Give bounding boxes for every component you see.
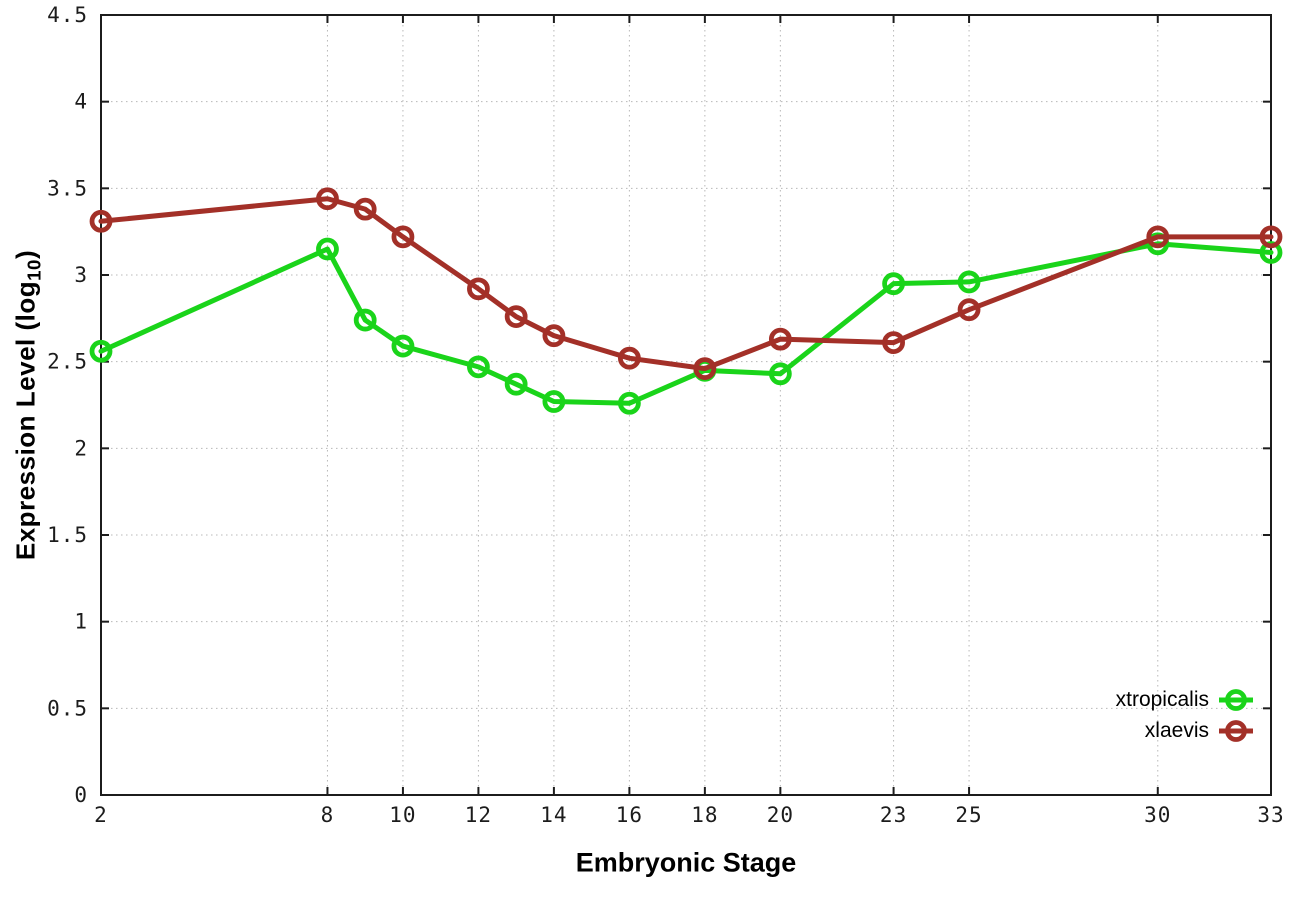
x-tick-label: 10 [389,803,416,827]
data-point-marker-xtropicalis [467,355,490,379]
x-tick-label: 23 [880,803,907,827]
y-tick-labels: 0 0.5 1 1.5 2 2.5 3 3.5 4 4.5 [47,3,88,807]
y-tick-label: 4.5 [47,3,88,27]
x-tick-labels: 2 8 10 12 14 16 18 20 23 25 30 33 [94,803,1284,827]
series-xtropicalis [89,232,1283,415]
legend-marker-xtropicalis [1219,688,1253,711]
y-tick-label: 0.5 [47,696,88,720]
data-point-marker-xtropicalis [89,339,113,363]
x-tick-label: 18 [691,803,718,827]
data-point-marker-xtropicalis [1259,241,1283,264]
data-point-marker-xlaevis [957,298,981,322]
x-tick-label: 20 [767,803,794,827]
y-tick-label: 1 [74,610,88,634]
data-point-marker-xtropicalis [353,308,377,332]
y-tick-label: 3 [74,263,88,287]
x-axis-title: Embryonic Stage [575,847,797,878]
legend-label-xlaevis: xlaevis [1144,719,1209,742]
data-point-marker-xlaevis [542,324,566,348]
y-tick-label: 2 [74,436,88,460]
legend-item-xlaevis: xlaevis [1145,715,1253,746]
y-axis-title-subscript: 10 [23,259,45,281]
series-line-xtropicalis [98,241,1274,406]
data-point-marker-xlaevis [504,305,528,329]
y-tick-label: 3.5 [47,176,88,200]
data-point-marker-xlaevis [693,357,717,381]
data-point-marker-xlaevis [768,327,792,351]
plot-border [100,14,1272,796]
data-point-marker-xtropicalis [542,390,566,413]
data-point-marker-xlaevis [89,209,113,233]
data-point-marker-xlaevis [316,187,339,211]
data-point-marker-xtropicalis [768,362,792,386]
data-point-marker-xlaevis [467,277,490,301]
legend: xtropicalis xlaevis [1116,684,1253,746]
x-tick-label: 25 [955,803,982,827]
data-point-marker-xtropicalis [391,334,415,358]
legend-marker-xlaevis [1219,719,1253,742]
y-tick-label: 1.5 [47,523,88,547]
y-axis-title: Expression Level (log10) [10,250,45,560]
legend-item-xtropicalis: xtropicalis [1116,684,1253,715]
y-tick-label: 4 [74,90,88,114]
data-point-marker-xlaevis [353,197,377,221]
data-point-marker-xtropicalis [882,272,905,296]
series-line-xlaevis [98,196,1274,372]
series-xlaevis [89,187,1283,381]
x-tick-label: 8 [321,803,335,827]
data-point-marker-xtropicalis [504,372,528,396]
x-tick-label: 33 [1257,803,1284,827]
x-tick-label: 30 [1144,803,1171,827]
y-axis-title-text: Expression Level (log [10,280,41,561]
x-tick-label: 2 [94,803,108,827]
data-point-marker-xtropicalis [316,237,339,261]
y-tick-label: 0 [74,783,88,807]
data-point-marker-xlaevis [617,346,641,370]
x-tick-label: 16 [616,803,643,827]
data-point-marker-xlaevis [882,331,905,355]
data-point-marker-xlaevis [1146,225,1170,249]
data-point-marker-xlaevis [1259,225,1283,249]
y-axis-title-suffix: ) [10,249,41,260]
y-tick-label: 2.5 [47,350,88,374]
grid [101,15,1271,795]
axis-ticks [101,15,1271,795]
x-tick-label: 12 [465,803,492,827]
x-tick-label: 14 [540,803,567,827]
data-point-marker-xtropicalis [957,270,981,294]
data-point-marker-xlaevis [391,225,415,249]
data-point-marker-xtropicalis [617,391,641,415]
legend-label-xtropicalis: xtropicalis [1115,688,1209,711]
